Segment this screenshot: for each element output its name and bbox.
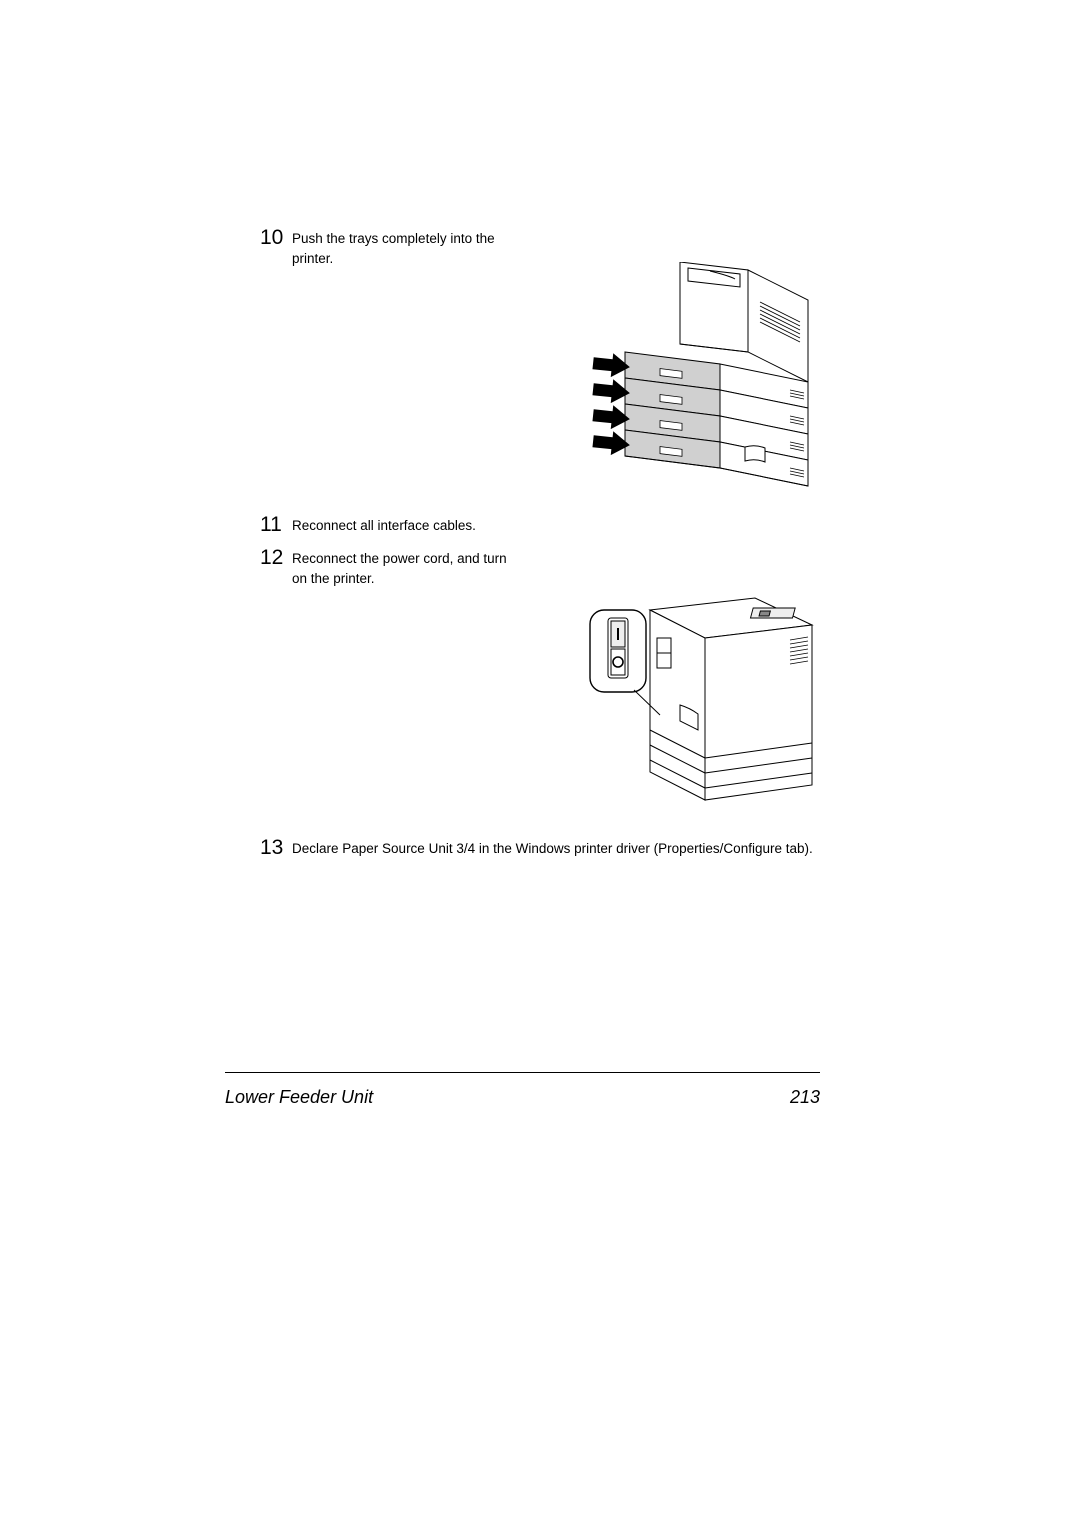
illustration-power-switch: [260, 590, 820, 815]
page-footer: Lower Feeder Unit 213: [225, 1072, 820, 1108]
illustration-printer-trays: [260, 262, 820, 492]
step-text: Push the trays completely into the print…: [292, 225, 512, 268]
footer-rule: [225, 1072, 820, 1073]
footer-page-number: 213: [790, 1087, 820, 1108]
footer-row: Lower Feeder Unit 213: [225, 1087, 820, 1108]
step-text: Reconnect all interface cables.: [292, 512, 476, 536]
step-number: 10: [260, 225, 292, 250]
step-number: 11: [260, 512, 292, 537]
step-13: 13 Declare Paper Source Unit 3/4 in the …: [260, 835, 820, 860]
step-text: Reconnect the power cord, and turn on th…: [292, 545, 512, 588]
page-content: 10 Push the trays completely into the pr…: [260, 225, 820, 869]
step-text: Declare Paper Source Unit 3/4 in the Win…: [292, 835, 813, 859]
step-number: 13: [260, 835, 292, 860]
step-number: 12: [260, 545, 292, 570]
step-group-11-12: 11 Reconnect all interface cables. 12 Re…: [260, 512, 820, 588]
printer-trays-svg: [590, 262, 820, 492]
step-12: 12 Reconnect the power cord, and turn on…: [260, 545, 820, 588]
footer-section: Lower Feeder Unit: [225, 1087, 373, 1108]
step-11: 11 Reconnect all interface cables.: [260, 512, 820, 537]
power-switch-svg: [580, 590, 820, 815]
